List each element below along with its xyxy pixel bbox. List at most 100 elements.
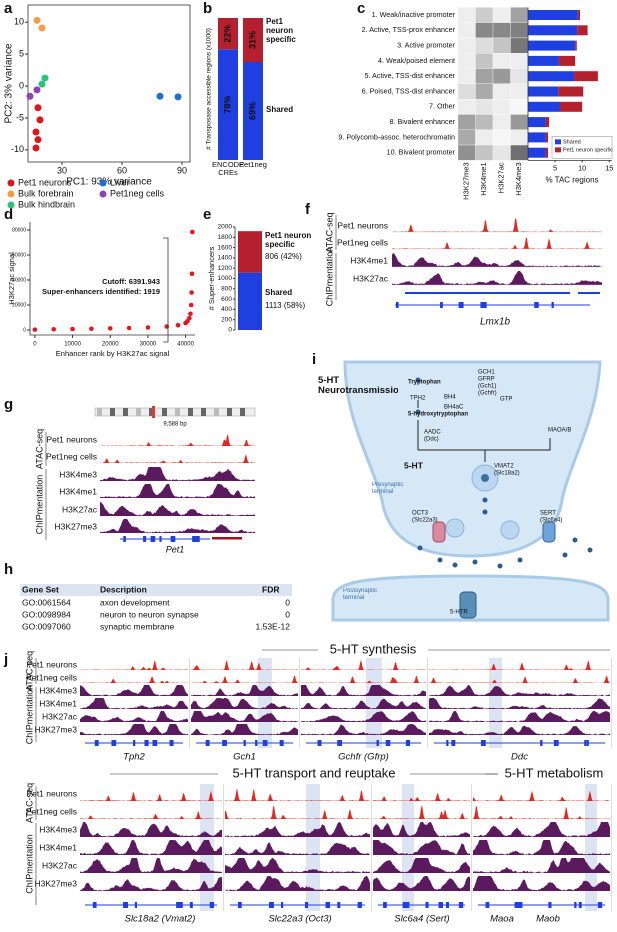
heatmap-cell — [510, 99, 529, 115]
annotation: Cutoff: 6391.943 — [102, 277, 160, 286]
signal-track — [373, 793, 470, 801]
y-tick-label: 1400 — [218, 255, 233, 262]
signal-track — [191, 698, 298, 709]
highlight — [489, 658, 502, 748]
highlight — [585, 784, 597, 911]
signal-track — [429, 711, 610, 722]
heatmap-cell — [475, 144, 494, 161]
table-cell: synaptic membrane — [100, 621, 174, 631]
exon — [144, 740, 149, 746]
panel-letter: h — [4, 561, 13, 578]
legend-swatch — [7, 201, 15, 209]
ideogram-band — [97, 408, 102, 416]
y-axis-label: # Super-enhancers — [207, 246, 216, 310]
diagram-label: (Slc18a2) — [494, 471, 520, 477]
track-label: H3K27me3 — [54, 521, 97, 531]
value-label: 806 (42%) — [265, 253, 302, 262]
category-label: Pet1neg — [239, 161, 267, 169]
ideogram-marker — [152, 406, 155, 418]
heatmap-cell — [510, 37, 529, 54]
diagram-label: (Slc6a4) — [540, 518, 562, 524]
diagram-label-box: Presynaptic terminal — [372, 482, 403, 495]
exon — [159, 536, 162, 542]
serotonin-dots — [415, 377, 593, 569]
point — [38, 80, 46, 88]
row-label: 7. Other — [429, 102, 456, 111]
exon — [337, 902, 341, 908]
bar-segment — [528, 71, 575, 82]
point — [156, 92, 164, 100]
track-label: H3K4me3 — [39, 824, 77, 834]
exon — [169, 740, 172, 746]
value-label: 78% — [222, 96, 232, 114]
heatmap-cell — [475, 37, 494, 54]
heatmap-cell — [510, 114, 529, 130]
exon — [458, 302, 464, 308]
track-label: Pet1neg cells — [337, 237, 388, 247]
group-label: ChIPmentation — [324, 247, 334, 307]
heatmap-cell — [510, 7, 529, 23]
exon — [133, 740, 136, 746]
diagram-label: OCT3 — [412, 511, 429, 517]
heatmap-cell — [457, 144, 476, 161]
title-bg — [218, 766, 410, 782]
signal-track — [473, 876, 610, 891]
y-tick-label: 1600 — [218, 244, 233, 251]
y-tick-label: 1200 — [218, 265, 233, 272]
bar-segment — [574, 71, 598, 82]
gene-name: Pet1 — [166, 544, 185, 554]
panel-letter: a — [4, 0, 13, 17]
track-label: H3K4me3 — [39, 685, 77, 695]
bar-segment — [528, 10, 578, 20]
value-label: 1113 (58%) — [265, 302, 306, 311]
ideogram-band — [175, 408, 180, 416]
column-label: H3K4me1 — [479, 162, 488, 195]
table-cell: GO:0098984 — [22, 609, 71, 619]
signal-track — [429, 685, 610, 696]
panel-letter: g — [4, 396, 13, 413]
series-label-box: Shared — [265, 289, 292, 297]
exon — [407, 740, 410, 746]
x-tick-label: 10000 — [64, 342, 81, 348]
signal-track — [429, 698, 610, 709]
x-tick-label: 5 — [553, 163, 557, 172]
legend-swatch — [555, 139, 561, 145]
panel-letter: c — [357, 0, 365, 17]
heatmap-cell — [457, 129, 476, 146]
point — [188, 311, 193, 317]
heatmap-cell — [457, 99, 476, 115]
neuron-diagram — [331, 360, 610, 622]
signal-track — [100, 434, 255, 446]
x-tick-label: 0 — [33, 342, 37, 348]
y-tick-label: 1800 — [218, 234, 233, 241]
ideogram-band — [162, 408, 167, 416]
group-label: ATAC-seq — [24, 651, 34, 691]
ideogram-band — [149, 408, 154, 416]
group-label: ChIPmentation — [24, 685, 34, 745]
ideogram-band — [214, 408, 219, 416]
point — [33, 86, 41, 94]
diagram-label: GFRP — [478, 377, 495, 383]
diagram-label-box: Postsynaptic terminal — [343, 588, 377, 601]
heatmap-cell — [492, 68, 511, 85]
presynaptic-terminal — [343, 360, 602, 558]
track-label: H3K27me3 — [34, 878, 77, 888]
y-axis-label: H3K27ac signal — [7, 252, 16, 305]
exon — [405, 740, 409, 746]
track-label: Pet1 neurons — [26, 659, 77, 669]
heatmap-cell — [492, 22, 511, 39]
ideogram-band — [201, 408, 206, 416]
exon — [383, 902, 387, 908]
bar-segment — [218, 49, 238, 160]
heatmap-cell — [475, 53, 494, 69]
table-cell: GO:0097060 — [22, 621, 71, 631]
y-tick-label: 0 — [228, 327, 232, 334]
signal-track — [301, 659, 426, 670]
bar-segment — [238, 272, 262, 330]
exon — [445, 902, 449, 908]
signal-track — [225, 842, 370, 855]
diagram-label: (Gch1) — [478, 384, 496, 390]
signal-track — [100, 502, 255, 516]
signal-track — [80, 822, 222, 837]
